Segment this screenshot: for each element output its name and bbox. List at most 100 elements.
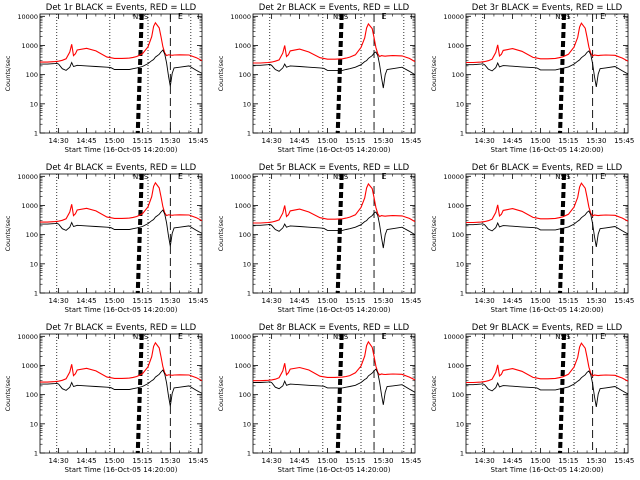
y-tick-label: 1 [247,450,251,458]
plot-frame [39,13,203,134]
x-tick-label: 15:30 [586,297,606,305]
saa-marker-dashed [335,173,342,294]
x-tick-label: 15:45 [401,297,421,305]
marker-label: SS [339,173,348,181]
y-tick-label: 10 [456,260,464,268]
saa-marker-dashed [558,333,565,454]
x-tick-label: 14:30 [475,457,495,465]
series-line [40,341,203,383]
x-tick-label: 15:30 [373,297,393,305]
marker-label: NS [133,333,143,341]
series-line [40,21,203,63]
plot-frame [252,173,416,294]
marker-label: NS [133,13,143,21]
marker-label: NS [333,13,343,21]
y-tick-label: 100 [26,231,38,239]
panel-title: Det 4r BLACK = Events, RED = LLD [46,163,197,173]
y-axis-label: Counts/sec [217,215,225,251]
x-tick-label: 14:30 [49,297,69,305]
saa-marker-dashed [559,13,567,134]
y-tick-label: 100 [239,231,251,239]
x-tick-label: 14:45 [502,297,522,305]
x-tick-label: 15:45 [614,297,634,305]
marker-label: E [600,332,605,341]
y-tick-label: 1 [247,130,251,138]
series-line [253,340,416,382]
marker-label: NS [555,13,565,21]
x-tick-label: 14:30 [475,137,495,145]
plot-frame [39,173,203,294]
y-tick-label: 10 [456,100,464,108]
x-tick-label: 15:15 [558,457,578,465]
y-tick-label: 10 [456,420,464,428]
plot-frame [465,333,629,454]
series-line [253,182,416,224]
series-line [466,22,629,64]
x-tick-label: 15:45 [188,457,208,465]
marker-label: SS [562,333,571,341]
x-tick-label: 14:30 [49,137,69,145]
y-tick-label: 1 [34,290,38,298]
x-tick-label: 15:45 [188,297,208,305]
series-line [253,22,416,64]
detector-panel: Det 8r BLACK = Events, RED = LLD 1 10 100 10… [217,323,421,474]
x-tick-label: 15:15 [345,457,365,465]
y-tick-label: 1000 [21,42,38,50]
saa-marker-dashed [337,333,344,454]
x-axis-label: Start Time (16-Oct-05 14:20:00) [65,466,178,474]
x-tick-label: 14:45 [289,137,309,145]
y-tick-label: 100 [239,71,251,79]
y-tick-label: 100 [26,391,38,399]
y-axis-label: Counts/sec [4,375,12,411]
detector-panel: Det 9r BLACK = Events, RED = LLD 1 10 100 10… [430,323,634,474]
series-line [253,211,416,249]
marker-label: E [178,332,183,341]
x-tick-label: 14:30 [262,137,282,145]
panel-title: Det 2r BLACK = Events, RED = LLD [259,3,410,13]
detector-panel: Det 3r BLACK = Events, RED = LLD 1 10 100 10… [430,3,634,154]
y-tick-label: 10 [243,420,251,428]
x-tick-label: 15:00 [530,457,550,465]
x-tick-label: 15:15 [345,137,365,145]
panel-title: Det 7r BLACK = Events, RED = LLD [46,323,197,333]
marker-label: SS [139,13,148,21]
series-line [466,210,629,247]
y-axis-label: Counts/sec [217,55,225,91]
saa-marker-dashed [335,333,342,454]
x-axis-label: Start Time (16-Oct-05 14:20:00) [491,466,604,474]
detector-panel: Det 6r BLACK = Events, RED = LLD 1 10 100 10… [430,163,634,314]
x-tick-label: 15:15 [558,137,578,145]
saa-marker-dashed [135,333,142,454]
y-tick-label: 10 [243,100,251,108]
marker-label: SS [139,333,148,341]
marker-label: E [178,172,183,181]
x-tick-label: 14:45 [76,297,96,305]
y-axis-label: Counts/sec [4,215,12,251]
x-tick-label: 14:45 [289,457,309,465]
y-axis-label: Counts/sec [430,215,438,251]
y-tick-label: 1 [34,130,38,138]
y-tick-label: 10000 [230,13,251,21]
y-tick-label: 1 [247,290,251,298]
x-tick-label: 15:00 [104,297,124,305]
series-line [253,368,416,405]
y-tick-label: 100 [452,231,464,239]
y-tick-label: 10000 [443,173,464,181]
y-axis-label: Counts/sec [4,55,12,91]
detector-panel: Det 1r BLACK = Events, RED = LLD 1 10 100 10… [4,3,208,154]
y-tick-label: 1000 [234,362,251,370]
saa-marker-dashed [335,13,342,134]
panel-title: Det 5r BLACK = Events, RED = LLD [259,163,410,173]
x-tick-label: 15:15 [132,457,152,465]
x-tick-label: 15:30 [160,137,180,145]
series-line [466,342,629,384]
panel-title: Det 3r BLACK = Events, RED = LLD [472,3,623,13]
y-tick-label: 10000 [17,13,38,21]
saa-marker-dashed [135,173,142,294]
x-tick-label: 15:45 [614,137,634,145]
series-line [40,209,203,247]
plot-frame [252,13,416,134]
x-tick-label: 15:00 [530,297,550,305]
x-tick-label: 14:30 [262,297,282,305]
